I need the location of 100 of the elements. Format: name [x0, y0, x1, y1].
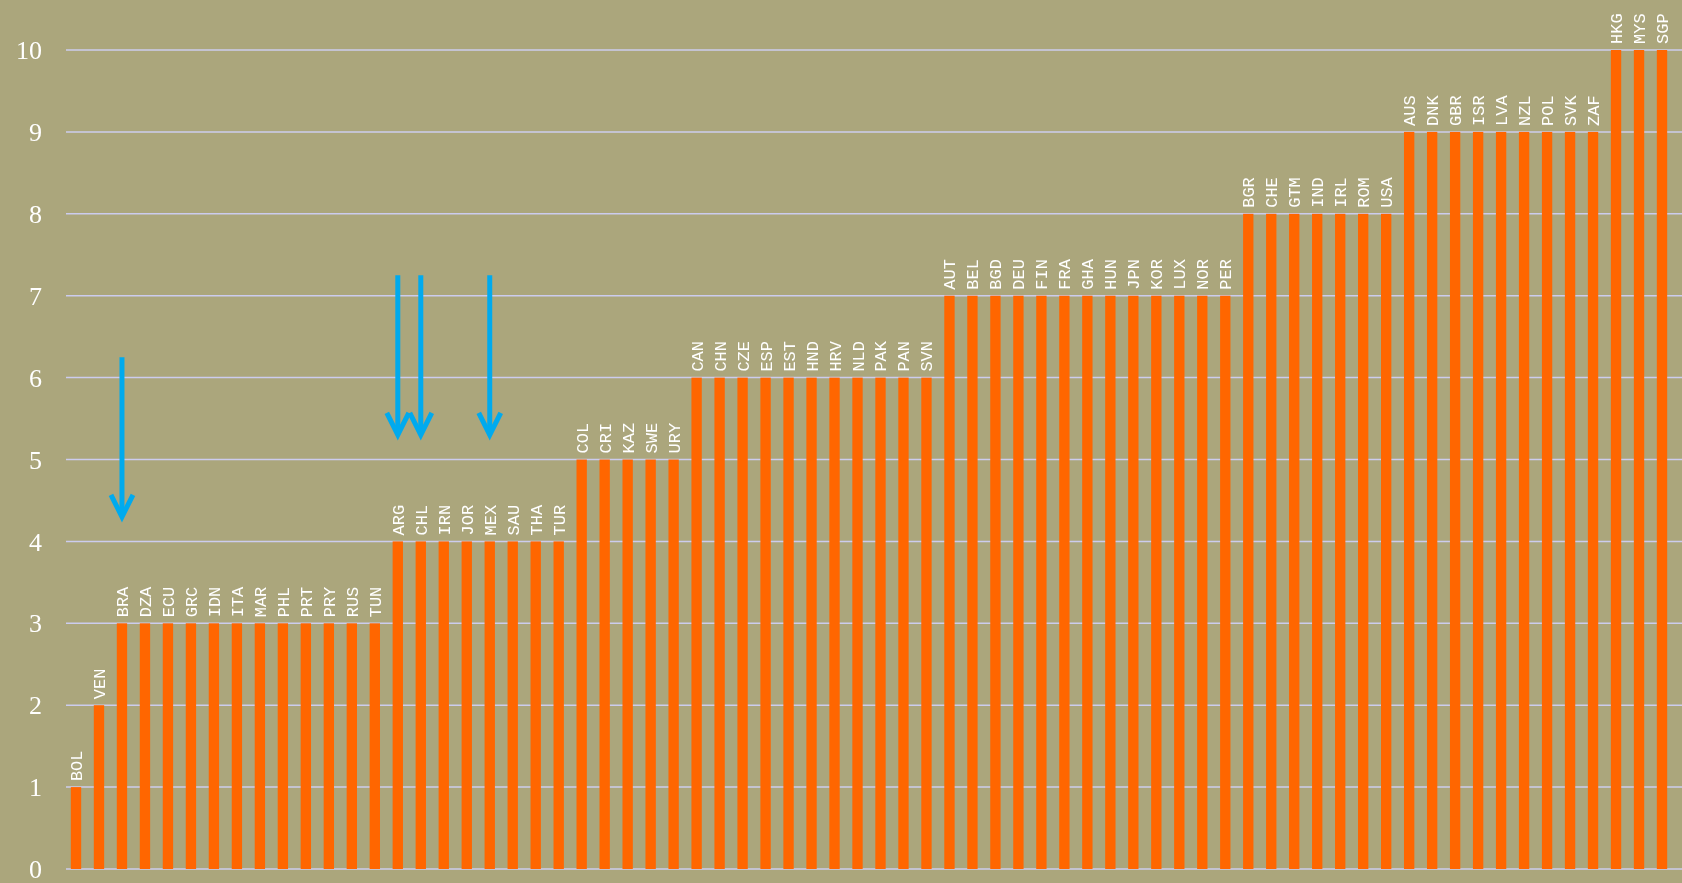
x-tick-label: PRT — [297, 586, 317, 618]
bar — [1082, 295, 1093, 869]
bar — [208, 623, 220, 869]
bar — [1610, 50, 1622, 869]
x-tick-label: ISR — [1470, 95, 1490, 126]
x-tick-label: FIN — [1033, 259, 1053, 290]
bar — [392, 541, 403, 869]
bar — [806, 377, 817, 869]
x-tick-label: TUR — [550, 504, 570, 536]
x-tick-label: VEN — [90, 668, 110, 700]
x-tick-label: BGR — [1240, 177, 1260, 208]
x-tick-label: ITA — [228, 585, 248, 618]
x-tick-label: HRV — [826, 340, 846, 372]
y-tick-label: 7 — [29, 281, 42, 311]
bar — [507, 541, 518, 869]
x-tick-label: HKG — [1608, 13, 1628, 44]
y-tick-label: 2 — [29, 691, 42, 721]
x-tick-label: NZL — [1516, 95, 1536, 126]
x-tick-label: USA — [1378, 176, 1398, 208]
bar — [576, 459, 587, 869]
bar — [691, 377, 702, 869]
bar — [1013, 295, 1024, 869]
x-tick-label: GHA — [1079, 258, 1099, 290]
bar — [277, 623, 289, 869]
bar — [1587, 131, 1599, 869]
x-tick-label: SVN — [918, 340, 938, 372]
x-tick-label: FRA — [1056, 258, 1076, 290]
x-tick-label: GBR — [1447, 95, 1467, 126]
x-tick-label: CHL — [412, 504, 432, 536]
x-tick-label: ZAF — [1585, 95, 1605, 126]
bar — [760, 377, 771, 869]
y-tick-label: 10 — [16, 36, 42, 66]
bar — [1128, 295, 1139, 869]
x-tick-label: POL — [1539, 95, 1559, 126]
bar — [1633, 50, 1645, 869]
x-tick-label: LVA — [1493, 94, 1513, 126]
bar — [921, 377, 932, 869]
x-tick-label: DNK — [1424, 94, 1444, 126]
x-tick-label: LUX — [1171, 259, 1191, 290]
x-tick-label: MEX — [481, 504, 501, 536]
x-tick-label: AUS — [1401, 95, 1421, 126]
bar — [1564, 131, 1576, 869]
x-tick-label: ARG — [389, 504, 409, 536]
y-tick-label: 6 — [29, 363, 42, 393]
y-tick-label: 4 — [29, 527, 42, 557]
bar — [1151, 295, 1162, 869]
x-tick-label: DZA — [136, 585, 156, 618]
x-tick-label: IDN — [205, 586, 225, 618]
bar — [346, 623, 357, 869]
bar — [1059, 295, 1070, 869]
x-tick-label: PER — [1217, 259, 1237, 290]
bar — [1266, 213, 1277, 869]
x-tick-label: KOR — [1148, 259, 1168, 290]
bar — [990, 295, 1001, 869]
x-tick-label: CRI — [596, 422, 616, 454]
bar — [93, 705, 105, 869]
bar — [461, 541, 472, 869]
x-tick-label: HND — [803, 340, 823, 372]
bar — [1105, 295, 1116, 869]
bar — [1472, 131, 1484, 869]
x-tick-label: CZE — [734, 340, 754, 372]
bar — [1449, 131, 1461, 869]
bar — [599, 459, 610, 869]
x-tick-label: NOR — [1194, 259, 1214, 290]
bar — [1541, 131, 1553, 869]
x-tick-label: KAZ — [619, 422, 639, 454]
y-tick-label: 3 — [29, 609, 42, 639]
x-tick-label: ECU — [159, 586, 179, 618]
x-tick-label: BOL — [68, 750, 87, 782]
x-tick-label: SGP — [1654, 13, 1673, 44]
bar — [1220, 295, 1231, 869]
x-tick-label: AUT — [941, 259, 961, 290]
x-tick-label: SWE — [642, 422, 662, 454]
x-tick-label: IRL — [1332, 177, 1352, 208]
x-tick-label: GRC — [182, 586, 202, 618]
bar — [254, 623, 266, 869]
x-tick-label: GTM — [1286, 177, 1306, 208]
bar — [1036, 295, 1047, 869]
bar — [852, 377, 863, 869]
x-tick-label: PRY — [320, 586, 340, 618]
bar — [875, 377, 886, 869]
bar — [1335, 213, 1346, 869]
y-tick-label: 9 — [29, 118, 42, 147]
bar — [438, 541, 449, 869]
x-tick-label: SVK — [1562, 94, 1582, 126]
bar — [484, 541, 495, 869]
bar — [530, 541, 541, 869]
x-tick-label: URY — [665, 422, 685, 454]
x-tick-label: CAN — [688, 340, 708, 372]
y-tick-label: 8 — [29, 199, 42, 229]
x-tick-label: BGD — [987, 259, 1007, 290]
x-tick-label: MAR — [251, 586, 271, 618]
x-tick-label: IND — [1309, 177, 1329, 208]
x-tick-label: THA — [527, 504, 547, 536]
bar — [1381, 213, 1392, 869]
bar — [1403, 131, 1415, 869]
bar — [898, 377, 909, 869]
x-tick-label: COL — [573, 422, 593, 454]
bar — [1289, 213, 1300, 869]
x-tick-label: CHN — [711, 340, 731, 372]
